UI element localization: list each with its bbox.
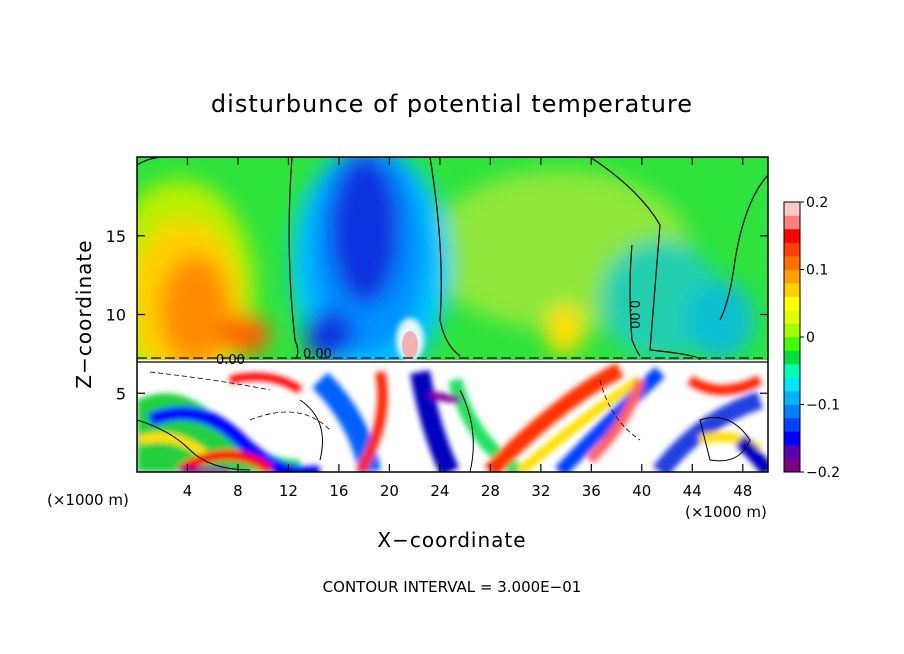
zero-contours [137, 157, 768, 363]
contour-label-1: 0.00 [216, 353, 245, 368]
x-axis: 4 8 12 16 20 24 28 32 36 40 44 48 [183, 157, 752, 500]
plot-area: 0.00 0.00 0.00 [136, 156, 769, 473]
colorbar-swatch [784, 229, 800, 243]
colorbar-swatch [784, 404, 800, 419]
x-tick-label: 8 [233, 482, 243, 500]
upper-field [137, 157, 768, 360]
colorbar-tick-label: −0.1 [806, 398, 840, 414]
colorbar-tick-label: 0.1 [806, 263, 828, 279]
colorbar-swatch [784, 458, 800, 473]
colorbar-swatch [784, 418, 800, 432]
y-tick-label: 10 [106, 306, 126, 325]
x-tick-label: 24 [430, 482, 449, 500]
colorbar-swatch [784, 323, 800, 338]
colorbar-swatch [784, 350, 800, 365]
colorbar-swatch [784, 283, 800, 297]
x-tick-label: 40 [632, 482, 651, 500]
x-tick-label: 28 [481, 482, 500, 500]
colorbar-tick-label: 0 [806, 330, 815, 346]
x-tick-label: 20 [380, 482, 399, 500]
colorbar-swatch [784, 364, 800, 378]
lower-field [137, 360, 768, 472]
colorbar-swatch [784, 310, 800, 324]
y-axis: 5 10 15 [106, 227, 768, 403]
chart-title: disturbunce of potential temperature [211, 90, 693, 118]
colorbar-swatch [784, 296, 800, 311]
colorbar-swatch [784, 215, 800, 230]
colorbar-tick-label: 0.2 [806, 195, 828, 211]
colorbar-swatch [784, 269, 800, 284]
colorbar: 0.2 0.1 0 −0.1 −0.2 [783, 195, 840, 481]
contour-interval-footer: CONTOUR INTERVAL = 3.000E−01 [323, 578, 582, 596]
x-tick-label: 4 [183, 482, 193, 500]
contour-label-3: 0.00 [626, 300, 641, 329]
colorbar-swatch [784, 391, 800, 405]
colorbar-swatch [784, 256, 800, 270]
colorbar-swatch [784, 202, 800, 216]
x-unit-right: (×1000 m) [685, 503, 767, 521]
y-tick-label: 5 [116, 384, 126, 403]
x-unit-left: (×1000 m) [47, 491, 129, 509]
x-axis-label: X−coordinate [377, 528, 526, 552]
colorbar-swatch [784, 431, 800, 446]
x-tick-label: 32 [531, 482, 550, 500]
colorbar-swatch [784, 242, 800, 257]
x-tick-label: 12 [279, 482, 298, 500]
x-tick-label: 16 [329, 482, 348, 500]
contour-label-2: 0.00 [303, 347, 332, 362]
colorbar-swatch [784, 445, 800, 459]
colorbar-swatch [784, 377, 800, 392]
colorbar-tick-label: −0.2 [806, 465, 840, 481]
x-tick-label: 48 [733, 482, 752, 500]
y-axis-label: Z−coordinate [72, 239, 96, 388]
x-tick-label: 44 [683, 482, 702, 500]
y-tick-label: 15 [106, 227, 126, 246]
x-tick-label: 36 [582, 482, 601, 500]
colorbar-swatch [784, 337, 800, 351]
